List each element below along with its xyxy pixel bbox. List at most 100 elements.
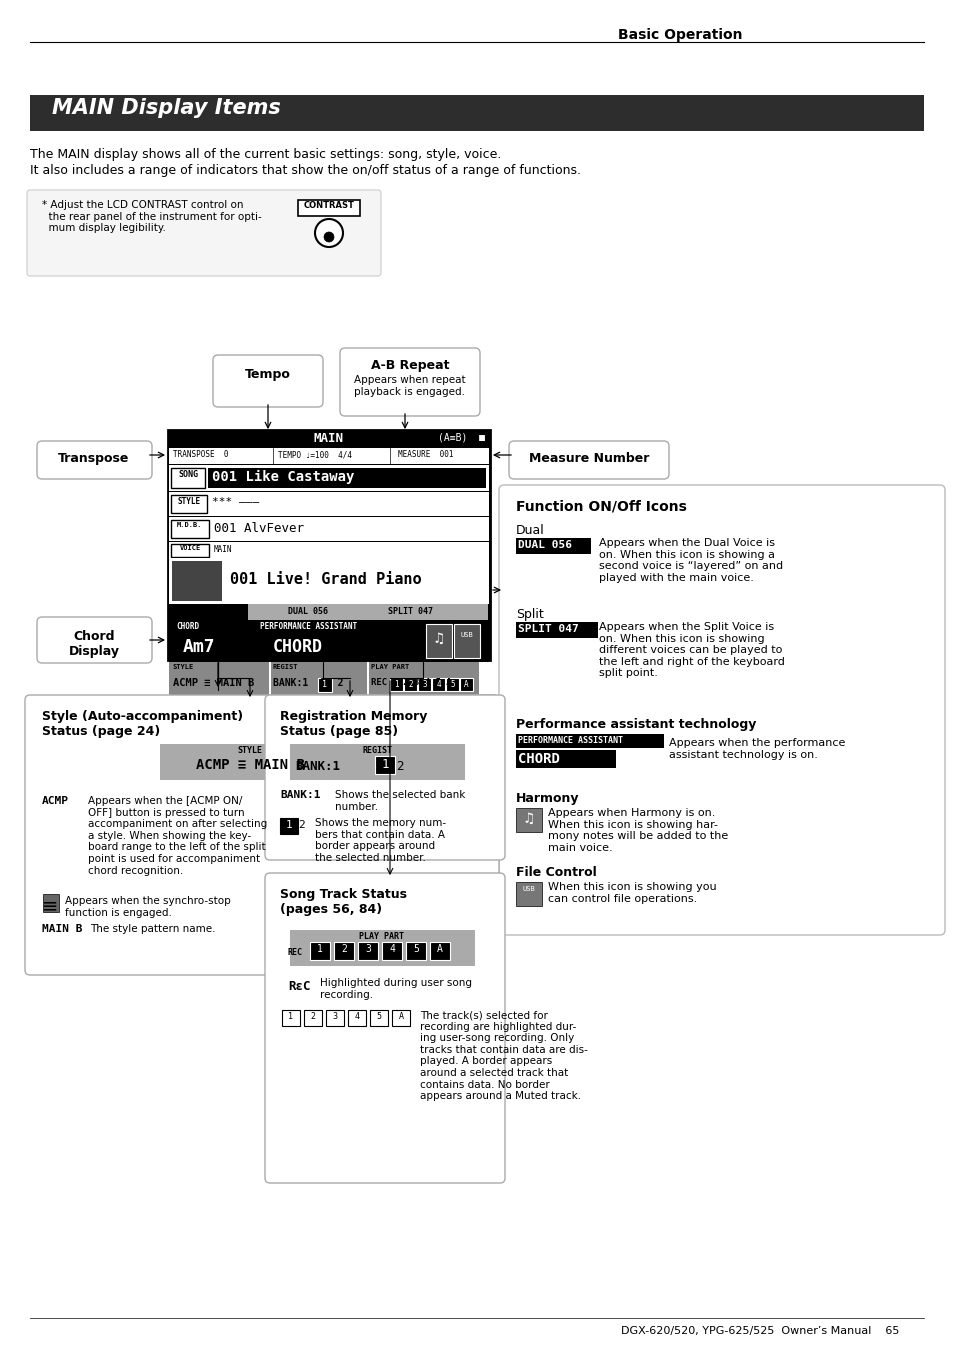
FancyBboxPatch shape — [160, 744, 339, 780]
Text: Registration Memory
Status (page 85): Registration Memory Status (page 85) — [280, 711, 427, 738]
FancyBboxPatch shape — [454, 624, 479, 658]
FancyBboxPatch shape — [403, 678, 416, 690]
FancyBboxPatch shape — [370, 1011, 388, 1025]
Text: Tempo: Tempo — [245, 367, 291, 381]
Text: 3: 3 — [365, 944, 371, 954]
Text: BANK:1: BANK:1 — [280, 790, 320, 800]
Text: REC: REC — [287, 948, 302, 957]
Text: USB: USB — [460, 632, 473, 638]
Text: DUAL 056: DUAL 056 — [288, 607, 328, 616]
Text: * Adjust the LCD CONTRAST control on
  the rear panel of the instrument for opti: * Adjust the LCD CONTRAST control on the… — [42, 200, 261, 234]
Text: 3: 3 — [422, 680, 426, 689]
Text: 5: 5 — [376, 1012, 381, 1021]
FancyBboxPatch shape — [290, 929, 475, 966]
FancyBboxPatch shape — [369, 662, 478, 696]
FancyBboxPatch shape — [265, 694, 504, 861]
Text: Appears when the Dual Voice is
on. When this icon is showing a
second voice is “: Appears when the Dual Voice is on. When … — [598, 538, 782, 582]
Text: Appears when the Split Voice is
on. When this icon is showing
different voices c: Appears when the Split Voice is on. When… — [598, 621, 784, 678]
FancyBboxPatch shape — [390, 678, 402, 690]
Text: TEMPO ♩=100  4/4: TEMPO ♩=100 4/4 — [277, 450, 352, 459]
Text: 2: 2 — [395, 761, 403, 773]
Text: Appears when Harmony is on.
When this icon is showing har-
mony notes will be ad: Appears when Harmony is on. When this ic… — [547, 808, 727, 852]
Text: 3: 3 — [333, 1012, 337, 1021]
FancyBboxPatch shape — [30, 95, 923, 131]
Text: 5: 5 — [413, 944, 418, 954]
Text: Split: Split — [516, 608, 543, 621]
Text: Appears when repeat
playback is engaged.: Appears when repeat playback is engaged. — [354, 376, 465, 397]
Text: SPLIT 047: SPLIT 047 — [517, 624, 578, 634]
Text: M.D.B.: M.D.B. — [177, 521, 203, 528]
FancyBboxPatch shape — [446, 678, 458, 690]
FancyBboxPatch shape — [516, 882, 541, 907]
FancyBboxPatch shape — [406, 942, 426, 961]
Text: 2: 2 — [298, 820, 305, 830]
Text: CONTRAST: CONTRAST — [303, 201, 355, 209]
Text: Song Track Status
(pages 56, 84): Song Track Status (pages 56, 84) — [280, 888, 407, 916]
FancyBboxPatch shape — [509, 440, 668, 480]
FancyBboxPatch shape — [516, 734, 663, 748]
FancyBboxPatch shape — [208, 467, 485, 488]
Text: 1: 1 — [394, 680, 398, 689]
FancyBboxPatch shape — [290, 744, 464, 780]
Text: BANK:1  1  2: BANK:1 1 2 — [273, 678, 343, 688]
FancyBboxPatch shape — [43, 894, 59, 912]
Text: A: A — [436, 944, 442, 954]
Text: 1: 1 — [322, 680, 327, 689]
Text: 001 AlvFever: 001 AlvFever — [213, 521, 304, 535]
FancyBboxPatch shape — [172, 561, 222, 601]
Text: 1: 1 — [288, 1012, 294, 1021]
Text: 2: 2 — [310, 1012, 315, 1021]
Text: The track(s) selected for
recording are highlighted dur-
ing user-song recording: The track(s) selected for recording are … — [419, 1011, 587, 1101]
Circle shape — [314, 219, 343, 247]
Text: When this icon is showing you
can control file operations.: When this icon is showing you can contro… — [547, 882, 716, 904]
Text: CHORD: CHORD — [273, 638, 323, 657]
Text: REC 1 2 3 4 5 A: REC 1 2 3 4 5 A — [371, 678, 451, 688]
FancyBboxPatch shape — [282, 1011, 299, 1025]
FancyBboxPatch shape — [348, 1011, 366, 1025]
Text: SONG: SONG — [178, 470, 198, 480]
FancyBboxPatch shape — [280, 817, 297, 834]
FancyBboxPatch shape — [169, 558, 489, 604]
Text: DUAL 056: DUAL 056 — [517, 540, 572, 550]
FancyBboxPatch shape — [334, 942, 354, 961]
Text: Appears when the [ACMP ON/
OFF] button is pressed to turn
accompaniment on after: Appears when the [ACMP ON/ OFF] button i… — [88, 796, 267, 875]
Text: STYLE: STYLE — [237, 746, 262, 755]
FancyBboxPatch shape — [169, 542, 489, 558]
Text: MAIN Display Items: MAIN Display Items — [52, 99, 280, 118]
FancyBboxPatch shape — [169, 449, 489, 463]
Text: 001 Live! Grand Piano: 001 Live! Grand Piano — [230, 571, 421, 586]
FancyBboxPatch shape — [171, 520, 209, 538]
FancyBboxPatch shape — [426, 624, 452, 658]
Text: ACMP ≡ MAIN B: ACMP ≡ MAIN B — [195, 758, 304, 771]
Text: Appears when the synchro-stop
function is engaged.: Appears when the synchro-stop function i… — [65, 896, 231, 917]
Text: ≡: ≡ — [42, 896, 58, 915]
Text: BANK:1: BANK:1 — [294, 761, 339, 773]
Text: Shows the memory num-
bers that contain data. A
border appears around
the select: Shows the memory num- bers that contain … — [314, 817, 446, 863]
Text: 1: 1 — [285, 820, 292, 830]
Text: PERFORMANCE ASSISTANT: PERFORMANCE ASSISTANT — [517, 736, 622, 744]
FancyBboxPatch shape — [516, 621, 598, 638]
FancyBboxPatch shape — [168, 430, 490, 661]
Text: 1: 1 — [381, 758, 388, 771]
Text: ACMP: ACMP — [42, 796, 69, 807]
Text: STYLE: STYLE — [177, 497, 200, 507]
FancyBboxPatch shape — [516, 808, 541, 832]
FancyBboxPatch shape — [248, 604, 488, 620]
Circle shape — [324, 232, 334, 242]
Text: 4: 4 — [436, 680, 440, 689]
Text: Function ON/Off Icons: Function ON/Off Icons — [516, 500, 686, 513]
Text: Am7: Am7 — [183, 638, 215, 657]
FancyBboxPatch shape — [169, 492, 489, 516]
Text: ♫: ♫ — [522, 812, 535, 825]
FancyBboxPatch shape — [169, 517, 489, 540]
FancyBboxPatch shape — [27, 190, 380, 276]
Text: SPLIT 047: SPLIT 047 — [388, 607, 433, 616]
Text: ACMP ≡ MAIN B: ACMP ≡ MAIN B — [172, 678, 254, 688]
Text: ♫: ♫ — [433, 632, 445, 646]
Text: Appears when the performance
assistant technology is on.: Appears when the performance assistant t… — [668, 738, 844, 759]
Text: MEASURE  001: MEASURE 001 — [397, 450, 453, 459]
FancyBboxPatch shape — [339, 349, 479, 416]
Text: File Control: File Control — [516, 866, 597, 880]
Text: RεC: RεC — [288, 979, 310, 993]
Text: MAIN: MAIN — [314, 432, 344, 444]
